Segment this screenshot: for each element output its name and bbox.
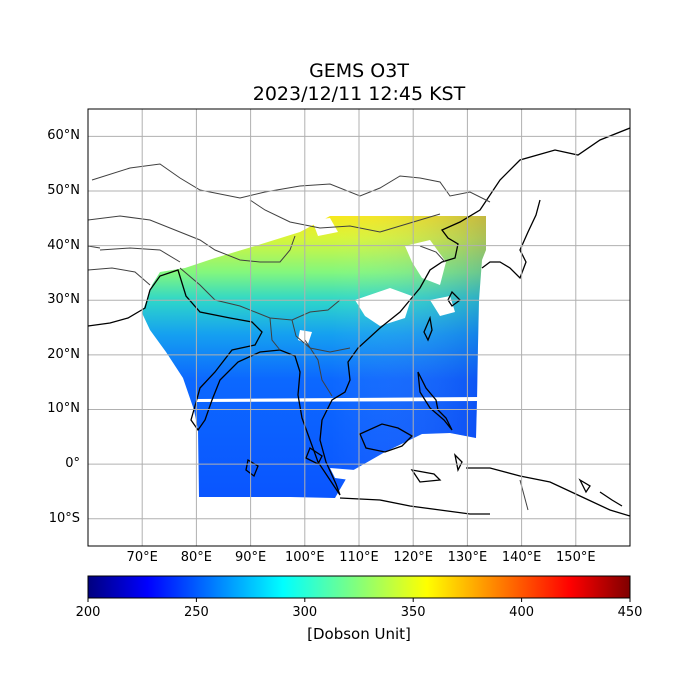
colorbar-tick-marks: [87, 598, 631, 602]
colorbar-tick-label: 400: [509, 605, 534, 620]
latitude-label: 30°N: [47, 292, 80, 308]
country-borders: [88, 163, 529, 511]
map-title: GEMS O3T: [309, 60, 409, 82]
colorbar-tick-label: 200: [75, 605, 101, 620]
map-frame: [87, 108, 631, 547]
latitude-label: 10°S: [48, 510, 80, 526]
latitude-label: 40°N: [47, 237, 80, 253]
longitude-label: 140°E: [501, 550, 542, 565]
missing-data-patches: [196, 218, 480, 480]
latitude-label: 60°N: [47, 128, 80, 144]
colorbar-tick-label: 450: [617, 605, 643, 620]
map-subtitle-datetime: 2023/12/11 12:45 KST: [252, 83, 466, 105]
longitude-label: 110°E: [339, 550, 379, 565]
colorbar: [88, 576, 630, 598]
map-gridlines: [88, 109, 630, 546]
longitude-label: 70°E: [126, 550, 158, 565]
latitude-label: 50°N: [47, 182, 80, 198]
colorbar-tick-label: 300: [292, 605, 318, 620]
longitude-label: 90°E: [234, 550, 267, 565]
longitude-label: 150°E: [556, 550, 596, 565]
longitude-label: 120°E: [393, 550, 433, 565]
colorbar-tick-label: 250: [183, 605, 209, 620]
latitude-label: 10°N: [47, 401, 80, 417]
longitude-label: 80°E: [180, 550, 213, 565]
colorbar-tick-label: 350: [400, 605, 426, 620]
longitude-label: 130°E: [447, 550, 488, 565]
colorbar-unit-label: [Dobson Unit]: [307, 625, 411, 643]
latitude-label: 0°: [65, 456, 80, 472]
latitude-label: 20°N: [47, 346, 80, 362]
longitude-label: 100°E: [285, 550, 325, 565]
